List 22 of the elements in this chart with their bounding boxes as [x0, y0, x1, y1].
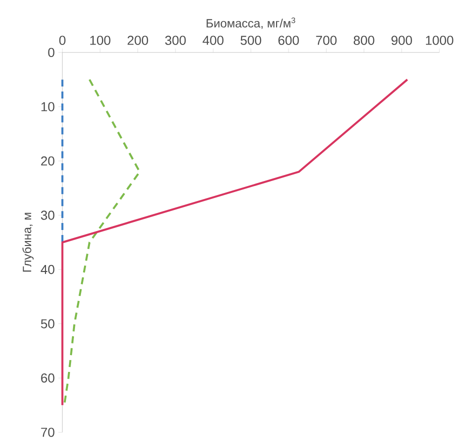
x-tick-label: 200 — [128, 36, 148, 45]
x-tick-label: 0 — [59, 36, 66, 45]
x-tick-label: 500 — [240, 36, 262, 45]
x-tick-label: 800 — [354, 36, 374, 45]
y-tick-label: 50 — [40, 319, 54, 328]
y-tick-label: 20 — [41, 156, 54, 166]
y-tick-label: 60 — [41, 374, 54, 383]
x-tick-label: 400 — [202, 36, 224, 45]
y-tick-label: 40 — [40, 264, 54, 274]
x-tick-label: 1000 — [426, 36, 454, 45]
x-tick-label: 900 — [391, 36, 412, 45]
x-tick-label: 100 — [90, 36, 110, 45]
line-series — [61, 78, 408, 406]
y-tick-label: 10 — [41, 102, 54, 112]
y-tick-label: 30 — [40, 210, 54, 220]
x-tick-label: 700 — [316, 36, 337, 45]
x-axis-title: Биомасса, мг/м$^{3}$ — [206, 18, 296, 29]
x-tick-label: 300 — [165, 36, 186, 45]
x-tick-label: 600 — [278, 36, 299, 45]
y-tick-label: 70 — [41, 428, 54, 437]
y-tick-label: 0 — [48, 48, 54, 58]
y-axis-title: Глубина, м — [22, 212, 34, 272]
